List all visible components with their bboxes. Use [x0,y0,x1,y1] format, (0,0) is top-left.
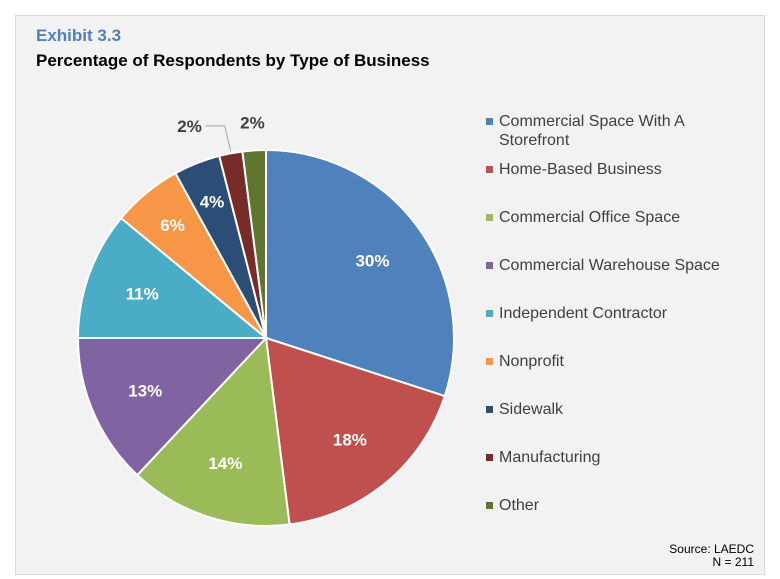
legend-label: Manufacturing [499,449,601,466]
legend-item: Other [486,496,746,515]
legend-item: Independent Contractor [486,304,746,323]
leader-line [205,125,232,152]
pie-slice-5 [76,216,269,339]
exhibit-label: Exhibit 3.3 [36,26,122,45]
legend-label: Nonprofit [499,353,564,370]
legend-swatch [486,262,493,269]
slice-label-2: 18% [333,430,367,449]
pie-slice-9 [241,148,267,339]
legend-label: Other [499,497,540,514]
legend-item: Manufacturing [486,448,746,467]
legend-swatch [486,214,493,221]
legend-label: Independent Contractor [499,305,668,322]
legend-swatch [486,502,493,509]
slice-label-1: 30% [355,252,389,271]
pie-chart: 30% 18% 14% 13% 11% 6% 4% 2% 2% [76,113,455,527]
legend-label: Home-Based Business [499,161,662,178]
legend-label: Commercial Warehouse Space [499,257,720,274]
chart-title: Percentage of Respondents by Type of Bus… [36,51,430,70]
slice-label-5: 11% [126,284,159,303]
legend-label: Commercial Space With A Storefront [499,113,684,149]
legend-swatch [486,166,493,173]
legend-label: Commercial Office Space [499,209,681,226]
slice-label-4: 13% [128,381,162,400]
slice-label-6: 6% [160,216,185,235]
legend-item: Commercial Space With A Storefront [486,112,746,150]
legend-item: Home-Based Business [486,160,746,179]
legend-swatch [486,358,493,365]
legend-item: Nonprofit [486,352,746,371]
legend-label: Sidewalk [499,401,564,418]
legend-swatch [486,118,493,125]
legend-item: Commercial Office Space [486,208,746,227]
pie-slice-4 [76,337,269,477]
slice-label-3: 14% [208,454,242,473]
slice-label-9: 2% [240,113,265,132]
slice-label-8: 2% [177,117,202,136]
legend-item: Commercial Warehouse Space [486,256,746,275]
pie-slice-1 [265,148,455,398]
pie-slice-3 [135,335,291,527]
source-text: Source: LAEDC [669,542,754,556]
legend-swatch [486,406,493,413]
sample-size: N = 211 [712,555,754,569]
pie-slice-2 [264,336,447,526]
slice-label-7: 4% [200,193,225,212]
legend-swatch [486,454,493,461]
chart-panel: Exhibit 3.3 Percentage of Respondents by… [15,15,765,575]
legend-item: Sidewalk [486,400,746,419]
source-note: Source: LAEDC N = 211 [669,543,754,569]
legend-swatch [486,310,493,317]
